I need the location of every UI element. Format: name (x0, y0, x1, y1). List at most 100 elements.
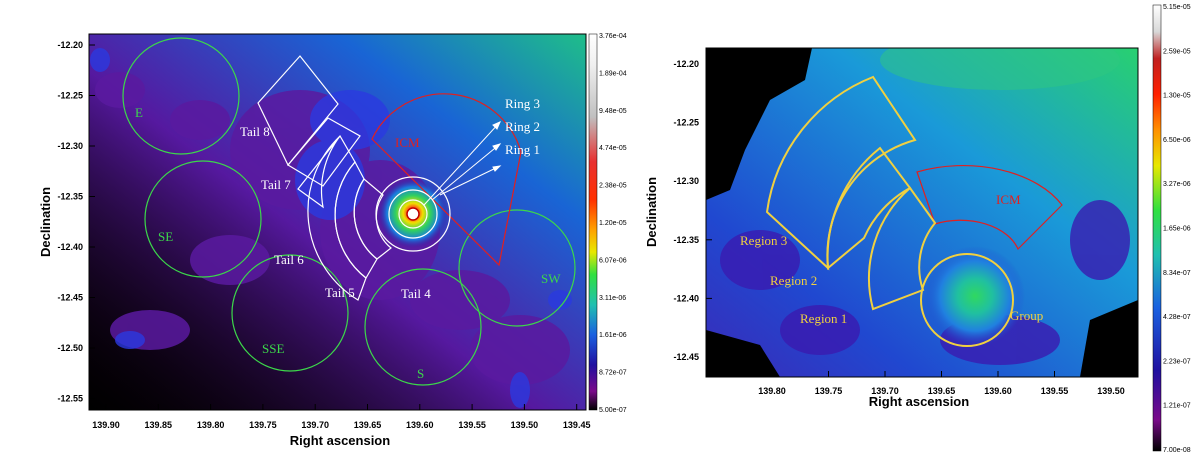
label-group: Group (1010, 308, 1043, 323)
left-y-tick-label: -12.40 (57, 242, 83, 252)
right-label-icm: ICM (996, 192, 1021, 207)
label-tail4: Tail 4 (401, 286, 431, 301)
region-s-circle (364, 268, 482, 386)
right-image-panel: ICM Region 3 Region 2 Region 1 Group (705, 47, 1139, 378)
left-y-tick-label: -12.20 (57, 40, 83, 50)
label-e: E (135, 105, 143, 120)
label-ring1: Ring 1 (505, 142, 540, 157)
right-colorbar-tick-label: 7.00e-08 (1163, 447, 1191, 454)
right-colorbar-tick-label: 1.30e-05 (1163, 93, 1191, 100)
right-x-tick-label: 139.80 (758, 386, 786, 396)
left-y-axis-label: Declination (38, 187, 53, 257)
region-e-circle (122, 37, 240, 155)
left-colorbar-tick-label: 1.20e-05 (599, 220, 627, 227)
right-emission-map (706, 48, 1138, 377)
left-y-tick-label: -12.55 (57, 394, 83, 404)
left-x-tick-label: 139.65 (354, 420, 382, 430)
left-colorbar-tick-label: 1.61e-06 (599, 332, 627, 339)
right-y-tick-label: -12.40 (673, 293, 699, 303)
label-se: SE (158, 229, 173, 244)
left-x-tick-label: 139.45 (563, 420, 591, 430)
region-sw-circle (458, 209, 576, 327)
label-region1: Region 1 (800, 311, 847, 326)
tail-8b-sector (257, 55, 339, 167)
tail-7-sector (297, 135, 341, 209)
right-colorbar-tick-label: 4.28e-07 (1163, 314, 1191, 321)
label-region3: Region 3 (740, 233, 787, 248)
label-icm: ICM (395, 135, 420, 150)
right-x-tick-label: 139.50 (1097, 386, 1125, 396)
left-colorbar (588, 33, 598, 411)
right-colorbar-tick-label: 8.34e-07 (1163, 270, 1191, 277)
left-x-axis-label: Right ascension (290, 433, 390, 448)
left-image-panel: E SE SSE S SW ICM Ring 3 Ring 2 Ring 1 T… (88, 33, 587, 411)
right-y-tick-label: -12.25 (673, 118, 699, 128)
ring-pointers (423, 121, 502, 206)
left-colorbar-tick-label: 8.72e-07 (599, 370, 627, 377)
right-y-tick-label: -12.30 (673, 176, 699, 186)
region-3-sector (765, 75, 917, 271)
right-colorbar-tick-label: 5.15e-05 (1163, 4, 1191, 11)
left-x-tick-label: 139.75 (249, 420, 277, 430)
left-y-tick-labels: -12.20 -12.25 -12.30 -12.35 -12.40 -12.45 -12.… (57, 40, 95, 404)
right-colorbar-tick-label: 2.23e-07 (1163, 358, 1191, 365)
left-y-tick-label: -12.25 (57, 91, 83, 101)
label-tail7: Tail 7 (261, 177, 291, 192)
left-colorbar-tick-label: 2.38e-05 (599, 183, 627, 190)
right-y-tick-label: -12.20 (673, 59, 699, 69)
region-se-circle (144, 160, 262, 278)
left-x-tick-label: 139.70 (301, 420, 329, 430)
left-colorbar-tick-label: 9.48e-05 (599, 108, 627, 115)
left-colorbar-tick-label: 1.89e-04 (599, 70, 627, 77)
right-x-tick-label: 139.55 (1041, 386, 1069, 396)
right-image-background (706, 48, 1138, 377)
left-x-tick-label: 139.80 (197, 420, 225, 430)
left-colorbar-tick-label: 4.74e-05 (599, 145, 627, 152)
right-yellow-regions (765, 75, 1014, 347)
left-x-tick-label: 139.85 (145, 420, 173, 430)
right-colorbar-tick-label: 3.27e-06 (1163, 181, 1191, 188)
label-tail6: Tail 6 (274, 252, 304, 267)
left-colorbar-tick-label: 5.00e-07 (599, 407, 627, 414)
right-x-tick-label: 139.60 (984, 386, 1012, 396)
right-colorbar-tick-label: 1.21e-07 (1163, 403, 1191, 410)
right-x-tick-label: 139.75 (815, 386, 843, 396)
right-colorbar-tick-label: 1.65e-06 (1163, 226, 1191, 233)
ring-1-circle (398, 199, 428, 229)
ring-2-circle (388, 189, 438, 239)
right-colorbar-tick-labels: 5.15e-05 2.59e-05 1.30e-05 6.50e-06 3.27e-06… (1163, 4, 1191, 454)
right-x-tick-label: 139.70 (871, 386, 899, 396)
region-sse-circle (231, 254, 349, 372)
region-1-sector (868, 186, 937, 311)
right-icm-sector (916, 165, 1063, 251)
right-y-tick-labels: -12.20 -12.25 -12.30 -12.35 -12.40 -12.45 (673, 59, 712, 362)
label-tail8: Tail 8 (240, 124, 270, 139)
right-colorbar (1152, 4, 1162, 452)
icm-sector (371, 93, 522, 267)
label-s: S (417, 366, 424, 381)
left-x-tick-label: 139.90 (92, 420, 120, 430)
left-y-tick-label: -12.30 (57, 141, 83, 151)
left-x-tick-label: 139.50 (511, 420, 539, 430)
background-regions (122, 37, 576, 386)
left-colorbar-tick-labels: 3.76e-04 1.89e-04 9.48e-05 4.74e-05 2.38e-05… (599, 33, 627, 414)
tail-sectors (257, 55, 392, 301)
right-colorbar-tick-label: 6.50e-06 (1163, 137, 1191, 144)
tail-8-sector (287, 117, 361, 187)
right-y-axis-label: Declination (644, 177, 659, 247)
label-region2: Region 2 (770, 273, 817, 288)
right-x-axis-label: Right ascension (869, 394, 969, 409)
left-x-tick-label: 139.55 (458, 420, 486, 430)
left-colorbar-tick-label: 6.07e-06 (599, 257, 627, 264)
label-tail5: Tail 5 (325, 285, 355, 300)
left-emission-map (89, 34, 586, 410)
left-x-tick-label: 139.60 (406, 420, 434, 430)
left-y-tick-label: -12.50 (57, 343, 83, 353)
left-colorbar-tick-label: 3.11e-06 (599, 295, 626, 302)
group-circle (920, 253, 1014, 347)
right-y-tick-label: -12.35 (673, 235, 699, 245)
right-x-tick-labels: 139.80 139.75 139.70 139.65 139.60 139.55 139.… (758, 371, 1125, 396)
left-y-tick-label: -12.45 (57, 293, 83, 303)
label-ring3: Ring 3 (505, 96, 540, 111)
